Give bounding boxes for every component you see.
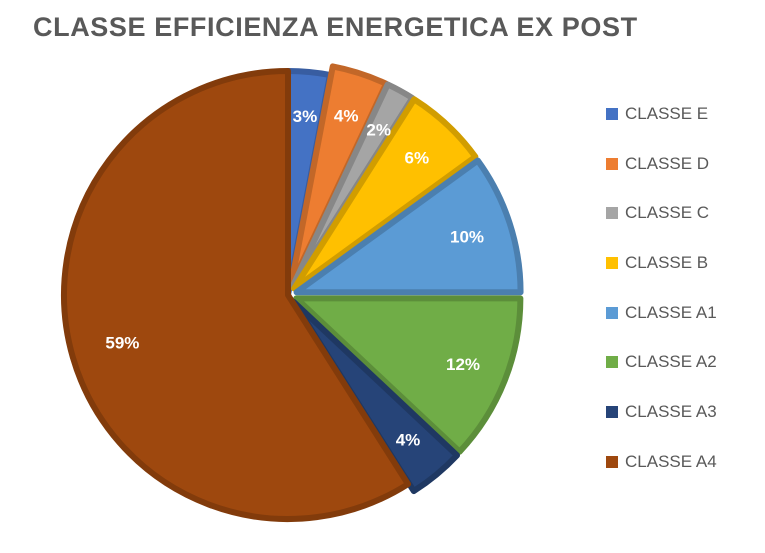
legend-swatch — [606, 455, 618, 468]
pie-slices — [61, 63, 524, 522]
data-label-classe-c: 2% — [366, 121, 391, 140]
pie-slice-classe-a4 — [61, 68, 412, 522]
legend-label: CLASSE E — [625, 104, 709, 123]
legend-label: CLASSE B — [625, 253, 709, 273]
legend-item-classe-c: CLASSE C — [606, 200, 717, 250]
legend-label: CLASSE A4 — [625, 451, 717, 471]
data-label-classe-a1: 10% — [450, 227, 484, 246]
legend-swatch — [606, 306, 618, 319]
pie-slice-classe-a3 — [290, 298, 461, 495]
legend-item-classe-b: CLASSE B — [606, 250, 717, 300]
legend-item-classe-a1: CLASSE A1 — [606, 300, 717, 350]
legend-item-classe-a3: CLASSE A3 — [606, 399, 717, 449]
data-label-classe-a3: 4% — [396, 431, 421, 450]
legend-item-classe-d: CLASSE D — [606, 151, 717, 201]
data-label-classe-e: 3% — [293, 107, 318, 126]
legend-item-classe-a4: CLASSE A4 — [606, 449, 717, 499]
data-label-classe-b: 6% — [405, 148, 430, 167]
chart-title: CLASSE EFFICIENZA ENERGETICA EX POST — [33, 12, 638, 42]
legend-swatch — [606, 406, 618, 419]
pie-slice-classe-b — [291, 96, 479, 292]
legend-label: CLASSE C — [625, 203, 710, 223]
legend-label: CLASSE A3 — [625, 402, 717, 422]
pie-slice-classe-a2 — [293, 295, 524, 455]
pie-labels: 3% 4% 2% 6% 10% 12% 4% 59% — [105, 107, 484, 450]
legend-label: CLASSE A2 — [625, 352, 717, 372]
legend-swatch — [606, 356, 618, 369]
legend-swatch — [606, 257, 618, 270]
data-label-classe-a4: 59% — [105, 334, 139, 353]
legend-item-classe-e: CLASSE E — [606, 101, 717, 151]
legend-label: CLASSE D — [625, 153, 710, 173]
legend-item-classe-a2: CLASSE A2 — [606, 349, 717, 399]
legend-label: CLASSE A1 — [625, 302, 717, 322]
data-label-classe-d: 4% — [334, 107, 359, 126]
legend-swatch — [606, 108, 618, 120]
pie-slice-classe-a1 — [293, 157, 524, 296]
legend-swatch — [606, 157, 618, 170]
data-label-classe-a2: 12% — [446, 355, 480, 374]
legend: CLASSE E CLASSE D CLASSE C CLASSE B CLASSE A… — [606, 101, 717, 499]
legend-swatch — [606, 207, 618, 220]
